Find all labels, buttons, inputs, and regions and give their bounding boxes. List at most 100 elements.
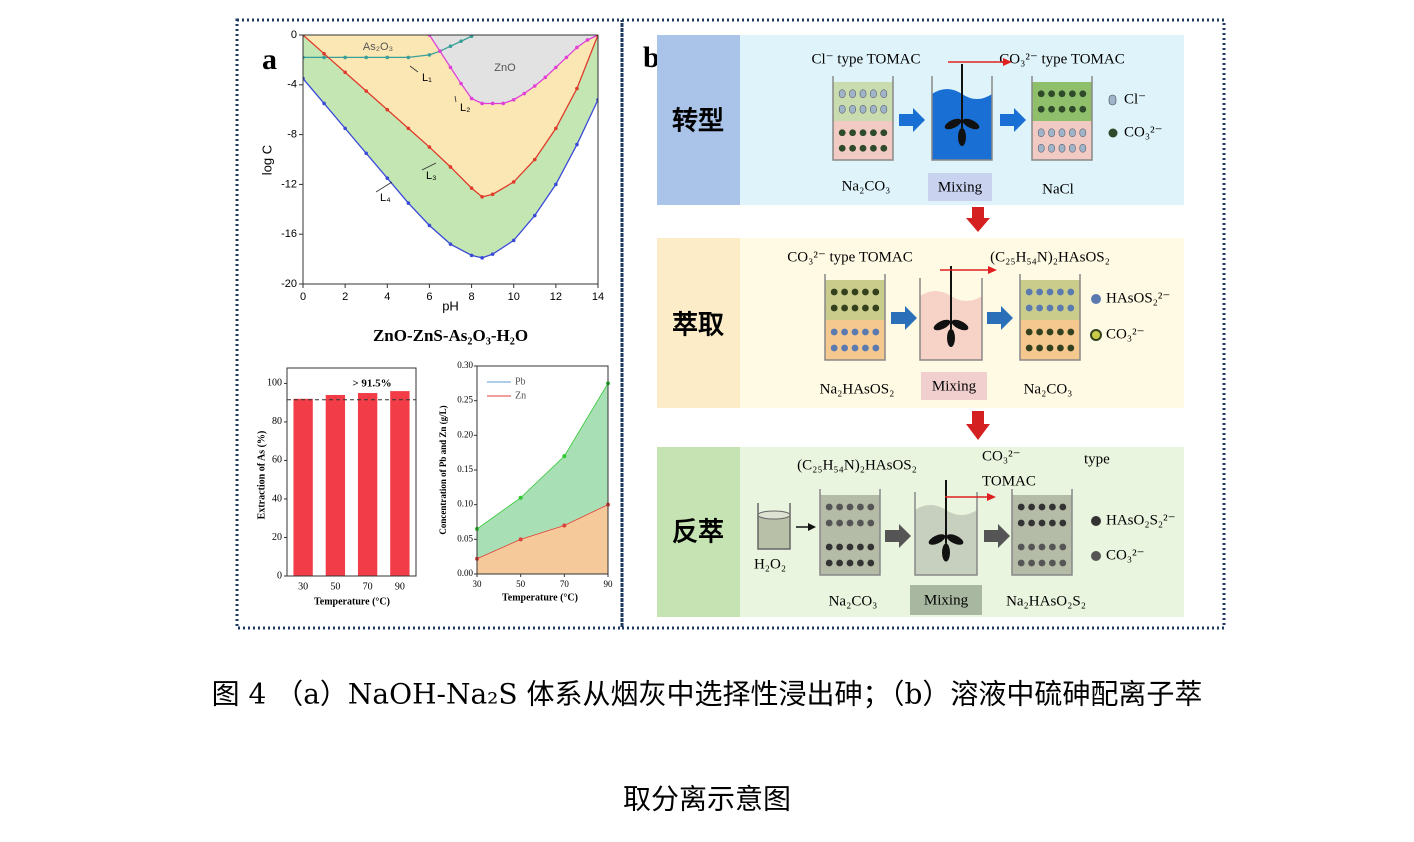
text: (C₂₅H₅₄N)₂HAsOS₂ <box>797 457 917 473</box>
legend-text: CO₃²⁻ <box>1106 326 1144 342</box>
marker <box>469 253 474 258</box>
particle <box>880 89 888 98</box>
marker <box>532 157 537 162</box>
region <box>429 35 598 104</box>
plot-frame <box>302 34 599 285</box>
beaker-top <box>820 495 880 535</box>
x-tick-label: 90 <box>604 579 614 589</box>
particle <box>857 559 864 567</box>
beaker-top <box>1012 495 1072 535</box>
mixing-box <box>928 173 992 201</box>
particle <box>1049 559 1056 567</box>
marker <box>343 126 347 131</box>
particle <box>870 105 877 114</box>
marker <box>543 75 548 80</box>
y-tick-label: -8 <box>287 129 297 141</box>
x-tick-label: 30 <box>473 579 483 589</box>
x-axis-label: Temperature (°C) <box>314 596 390 607</box>
particle <box>846 519 854 527</box>
marker <box>385 107 390 112</box>
particle <box>1049 543 1056 551</box>
particle <box>1038 559 1046 567</box>
legend-dot <box>1091 516 1101 526</box>
particle <box>841 304 848 312</box>
particle <box>836 519 843 527</box>
beaker-outline <box>819 489 881 576</box>
particle <box>849 144 856 152</box>
line <box>476 383 609 530</box>
x-axis-label: pH <box>442 298 459 313</box>
particle <box>1038 519 1046 527</box>
particle <box>1036 304 1043 312</box>
legend-text: CO₃²⁻ <box>1124 124 1162 140</box>
particle <box>851 288 859 296</box>
particle <box>851 328 859 336</box>
marker <box>518 537 523 542</box>
particle <box>867 519 875 527</box>
marker <box>343 70 347 75</box>
beaker-top <box>1032 82 1092 121</box>
text: Cl⁻ type TOMAC <box>811 51 920 67</box>
marker <box>575 45 579 50</box>
leader <box>454 95 457 103</box>
particle <box>1048 90 1055 98</box>
beaker-bottom <box>1012 535 1072 575</box>
beaker-outline <box>931 76 993 161</box>
y-axis-label: Concentration of Pb and Zn (g/L) <box>438 405 448 534</box>
particle <box>830 328 838 336</box>
particle <box>1046 288 1054 296</box>
particle <box>841 288 848 296</box>
marker <box>562 454 567 459</box>
marker <box>490 252 495 256</box>
particle <box>1069 128 1076 137</box>
bar <box>293 398 313 576</box>
leader <box>421 162 437 171</box>
particle <box>1058 144 1066 153</box>
marker <box>480 195 484 199</box>
x-tick-label: 0 <box>300 291 306 303</box>
marker <box>490 192 495 197</box>
particle <box>870 89 877 98</box>
text: type <box>1084 451 1110 467</box>
particle <box>857 519 864 527</box>
caption: 图 4 （a）NaOH-Na₂S 体系从烟灰中选择性浸出砷；（b）溶液中硫砷配离… <box>212 678 1203 711</box>
marker <box>585 38 590 42</box>
panel-b: 转型 Cl⁻ type TOMAC CO₃²⁻ type TOMAC Na₂CO… <box>657 35 1184 617</box>
mixing-box <box>921 372 987 400</box>
arrow <box>1000 108 1026 132</box>
row-label: 转型 <box>672 107 724 137</box>
leader <box>375 181 393 193</box>
marker <box>364 55 369 60</box>
particle <box>870 144 877 152</box>
text: CO₃²⁻ type TOMAC <box>999 51 1124 67</box>
beaker-top <box>833 82 893 121</box>
arrow <box>885 524 911 548</box>
marker <box>575 86 579 91</box>
particle <box>1049 503 1056 511</box>
text: Na₂HAsOS₂ <box>820 381 895 397</box>
text: Na₂CO₃ <box>1024 381 1073 397</box>
series-label: L₄ <box>380 192 391 204</box>
x-tick-label: 50 <box>516 579 526 589</box>
legend-label: Pb <box>515 376 526 387</box>
blade <box>933 319 951 331</box>
particle <box>1028 559 1035 567</box>
particle <box>1025 344 1033 352</box>
particle <box>1048 128 1055 137</box>
particle <box>1069 144 1076 153</box>
particle <box>1028 519 1035 527</box>
marker <box>343 55 347 60</box>
particle <box>1038 503 1046 511</box>
particle <box>880 144 888 152</box>
particle <box>851 344 859 352</box>
arrow <box>966 207 990 232</box>
x-tick-label: 8 <box>469 291 475 303</box>
arrow <box>966 411 990 440</box>
y-tick-label: -16 <box>281 228 297 240</box>
y-tick-label: 20 <box>272 532 282 543</box>
y-tick-label: 0.10 <box>457 499 473 509</box>
text: Mixing <box>924 592 969 608</box>
particle <box>1028 543 1035 551</box>
marker <box>406 126 411 131</box>
mixing-box <box>910 585 982 615</box>
